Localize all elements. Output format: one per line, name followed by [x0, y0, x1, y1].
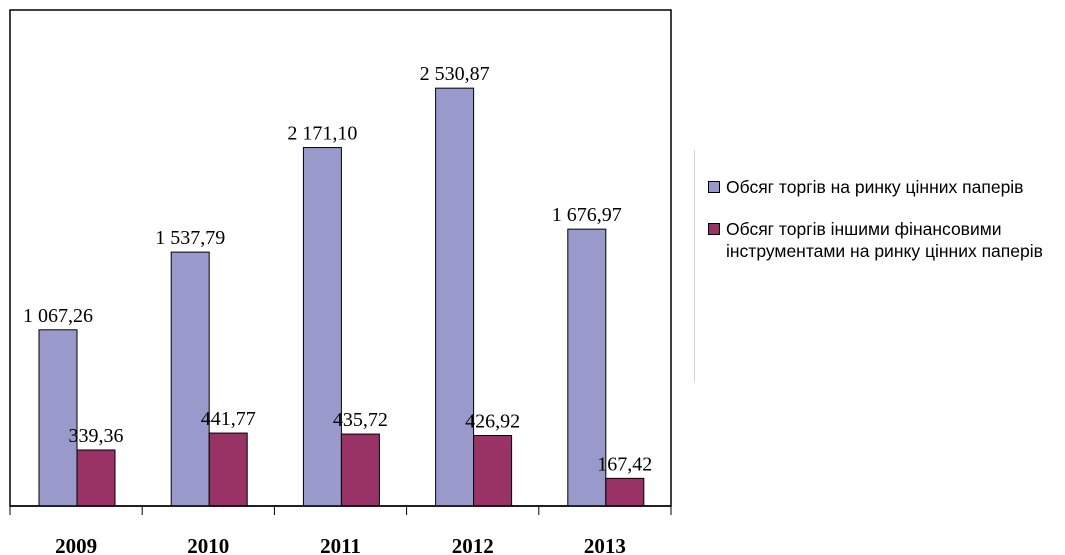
category-label-2009: 2009 — [55, 534, 97, 555]
category-label-2012: 2012 — [452, 534, 494, 555]
bar-series-1-2009 — [38, 329, 78, 507]
legend-label-series-2: Обсяг торгів іншими фінансовими інструме… — [726, 219, 1043, 261]
bar-series-2-2010 — [208, 432, 248, 507]
legend-item-series-1: Обсяг торгів на ринку цінних паперів — [708, 176, 1064, 198]
data-label-series-2-2009: 339,36 — [69, 425, 124, 447]
bar-series-1-2013 — [567, 228, 607, 507]
legend-label-series-1: Обсяг торгів на ринку цінних паперів — [726, 177, 1024, 197]
bar-series-2-2012 — [473, 435, 513, 507]
legend-item-series-2: Обсяг торгів іншими фінансовими інструме… — [708, 218, 1064, 262]
data-label-series-1-2009: 1 067,26 — [23, 305, 93, 327]
x-ticks-layer — [9, 506, 672, 515]
bar-series-1-2010 — [170, 251, 210, 507]
bar-series-1-2011 — [302, 147, 342, 507]
category-label-2010: 2010 — [187, 534, 229, 555]
legend-divider — [694, 150, 695, 382]
data-label-series-1-2013: 1 676,97 — [552, 204, 622, 226]
data-label-series-2-2011: 435,72 — [333, 409, 388, 431]
legend-swatch-series-2 — [708, 223, 720, 235]
data-label-series-2-2010: 441,77 — [201, 408, 256, 430]
category-labels-layer: 2009 2010 2011 2012 2013 — [55, 534, 626, 555]
bar-series-2-2009 — [76, 449, 116, 507]
bar-series-1-2012 — [435, 87, 475, 507]
category-label-2013: 2013 — [584, 534, 626, 555]
bar-labels-layer: 1 067,26 339,36 1 537,79 441,77 2 171,10 435,… — [23, 63, 652, 475]
data-label-series-1-2010: 1 537,79 — [155, 227, 225, 249]
data-label-series-2-2013: 167,42 — [597, 453, 652, 475]
data-label-series-1-2012: 2 530,87 — [420, 63, 490, 85]
legend-swatch-series-1 — [708, 181, 720, 193]
legend: Обсяг торгів на ринку цінних паперів Обс… — [708, 176, 1064, 282]
category-label-2011: 2011 — [320, 534, 361, 555]
bar-series-2-2013 — [605, 477, 645, 507]
data-label-series-1-2011: 2 171,10 — [287, 123, 357, 145]
bars-layer — [38, 87, 645, 507]
bar-series-2-2011 — [340, 433, 380, 507]
data-label-series-2-2012: 426,92 — [465, 411, 520, 433]
